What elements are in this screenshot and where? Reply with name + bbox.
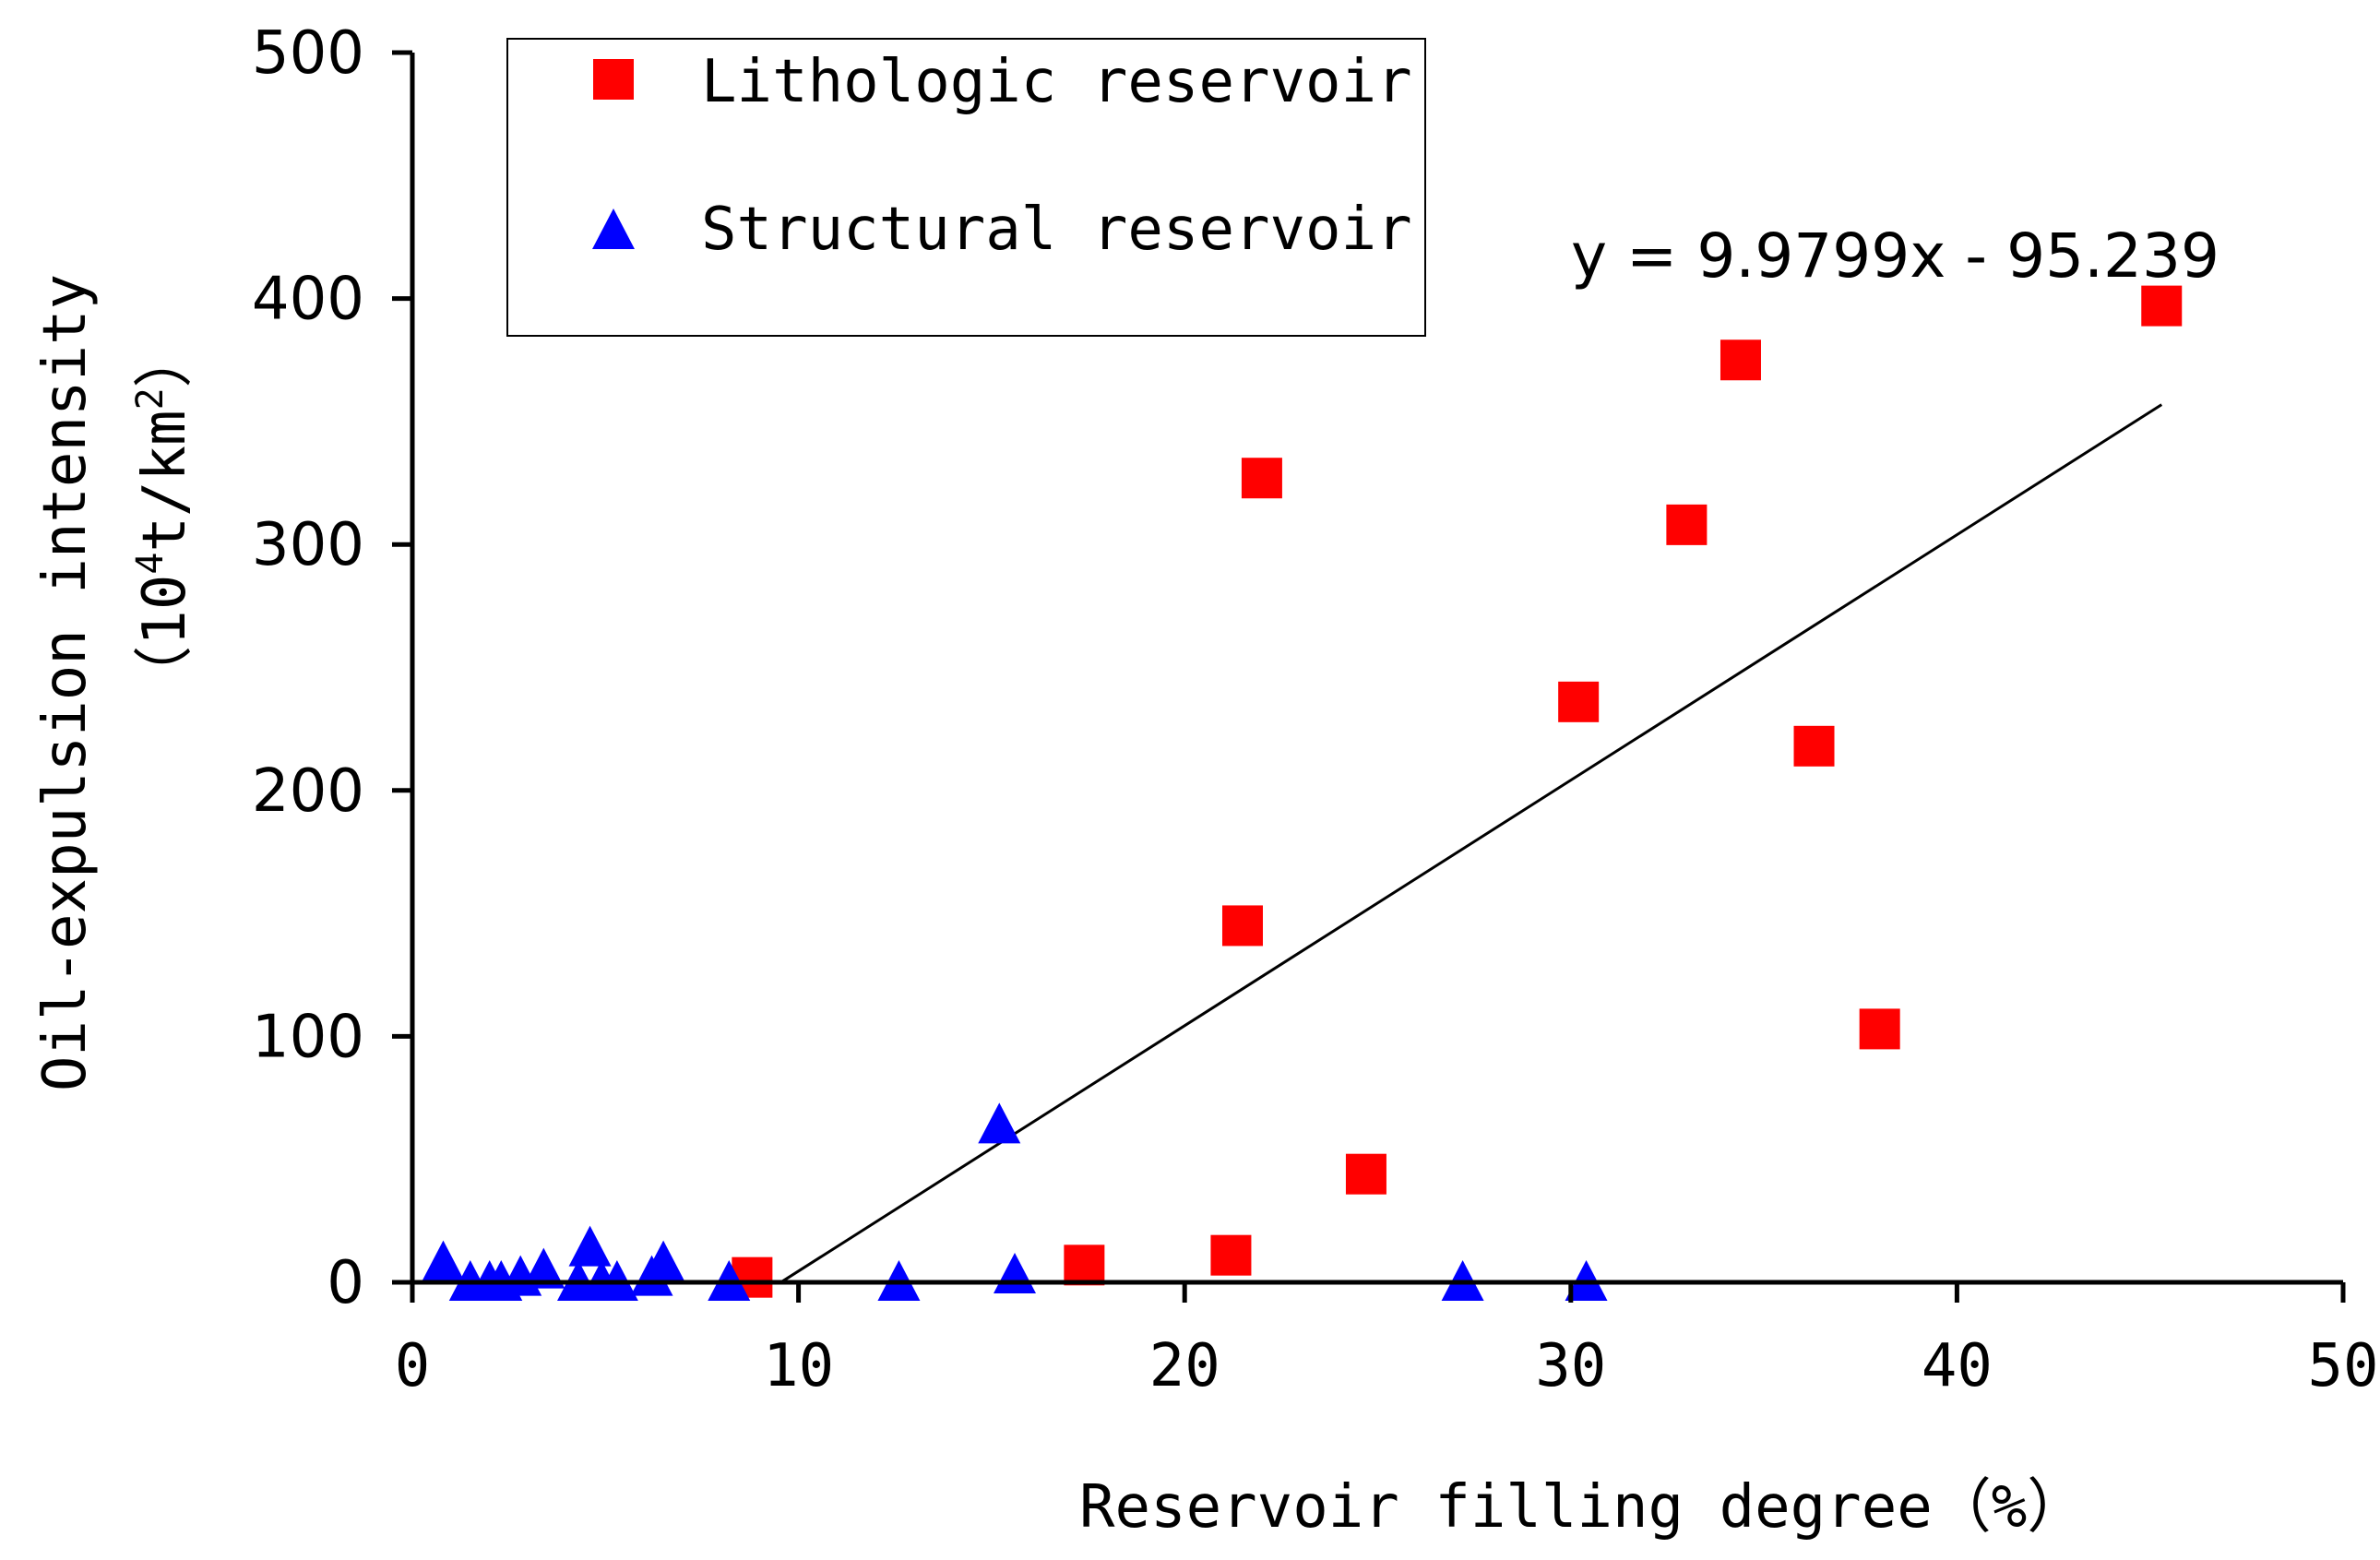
lithologic-point: [1064, 1244, 1105, 1286]
trendline-equation: y = 9.9799x - 95.239: [1571, 220, 2219, 292]
structural-point: [994, 1253, 1037, 1294]
x-tick-label: 30: [1535, 1332, 1606, 1400]
x-tick-label: 40: [1922, 1332, 1993, 1400]
y-tick-label: 500: [252, 19, 364, 88]
lithologic-point: [1859, 1008, 1900, 1050]
structural-point: [568, 1225, 612, 1267]
y-tick-label: 400: [252, 266, 364, 334]
lithologic-point: [1241, 458, 1282, 499]
y-axis-label-line2: （104t/km2）: [129, 328, 199, 704]
y-axis-ticks: 0 100 200 300 400 500: [252, 19, 412, 1317]
legend-marker-lithologic: [593, 59, 634, 100]
trendline: [779, 403, 2163, 1284]
y-tick-label: 100: [252, 1003, 364, 1071]
legend-marker-structural: [592, 208, 635, 249]
y-tick-label: 0: [327, 1249, 364, 1317]
lithologic-point: [2141, 285, 2183, 327]
trendline-layer: [779, 403, 2163, 1284]
y-tick-label: 300: [252, 511, 364, 579]
lithologic-point: [1720, 339, 1761, 381]
y-axis-label: Oil-expulsion intensity: [31, 274, 100, 1091]
structural-point: [522, 1247, 565, 1289]
lithologic-point: [1345, 1153, 1386, 1195]
x-tick-label: 50: [2307, 1332, 2378, 1400]
lithologic-point: [1793, 725, 1835, 767]
data-points: [422, 285, 2183, 1301]
legend-box: [506, 38, 1426, 337]
x-tick-label: 0: [395, 1332, 431, 1400]
x-tick-label: 10: [763, 1332, 834, 1400]
structural-point: [978, 1102, 1021, 1144]
legend-label-lithologic: Lithologic reservoir: [701, 48, 1412, 116]
lithologic-point: [1221, 905, 1263, 947]
x-tick-label: 20: [1149, 1332, 1220, 1400]
x-axis-label: Reservoir filling degree（%）: [1079, 1473, 2086, 1542]
lithologic-point: [1210, 1234, 1252, 1276]
y-axis-units: （104t/km2）: [129, 328, 199, 704]
structural-point: [422, 1240, 465, 1281]
y-axis-label-line1: Oil-expulsion intensity: [31, 274, 100, 1091]
legend: Lithologic reservoir Structural reservoi…: [506, 38, 1426, 337]
legend-label-structural: Structural reservoir: [701, 196, 1412, 264]
x-axis-ticks: 0 10 20 30 40 50: [395, 1282, 2379, 1400]
lithologic-point: [1558, 681, 1600, 722]
lithologic-point: [1666, 504, 1708, 545]
structural-point: [642, 1240, 685, 1281]
y-tick-label: 200: [252, 757, 364, 826]
